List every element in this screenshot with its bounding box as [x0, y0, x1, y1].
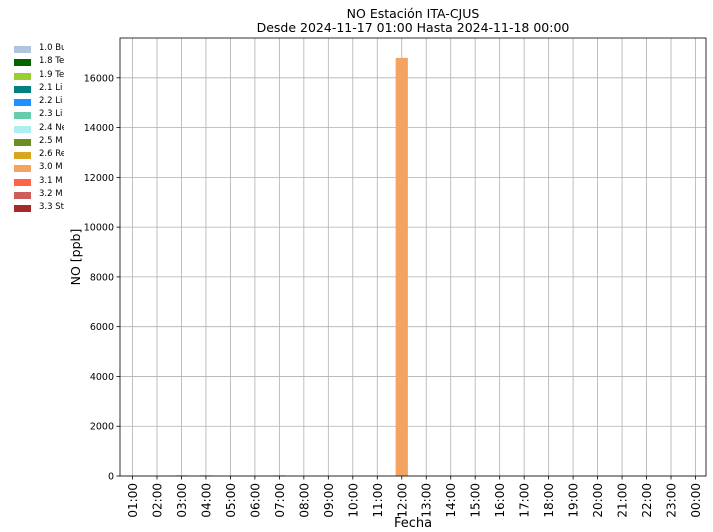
- chart-title-line1: NO Estación ITA-CJUS: [347, 6, 480, 21]
- x-tick-label: 06:00: [248, 483, 262, 518]
- legend-label: 2.6 Re: [39, 149, 64, 159]
- legend-swatch: [14, 112, 31, 120]
- y-tick-label: 2000: [90, 422, 114, 433]
- x-tick-label: 10:00: [346, 483, 360, 518]
- legend-swatch: [14, 72, 31, 80]
- legend-swatch: [14, 191, 31, 199]
- x-tick-label: 09:00: [322, 483, 336, 518]
- legend-label: 3.3 St: [39, 202, 64, 212]
- legend-swatch: [14, 125, 31, 133]
- y-axis-label: NO [ppb]: [68, 229, 83, 286]
- legend-label: 2.5 M: [39, 135, 63, 146]
- x-tick-label: 20:00: [591, 483, 605, 518]
- x-axis-ticks: 01:00 02:00 03:00 04:00 05:00 06:00 07:00 08:00…: [126, 476, 703, 518]
- x-tick-label: 23:00: [665, 483, 679, 518]
- grid: [120, 38, 706, 477]
- y-tick-label: 10000: [84, 223, 114, 234]
- legend-swatch: [14, 85, 31, 93]
- legend-swatch: [14, 59, 31, 67]
- y-tick-label: 4000: [90, 372, 114, 383]
- legend-label: 1.0 Bu: [39, 43, 64, 53]
- legend-label: 1.8 Te: [39, 56, 64, 67]
- y-tick-label: 6000: [90, 322, 114, 333]
- bar-1200: [395, 57, 408, 477]
- x-tick-label: 13:00: [420, 483, 434, 518]
- x-tick-label: 07:00: [273, 483, 287, 518]
- legend-label: 3.0 M: [39, 162, 63, 173]
- plot-area-frame: [119, 37, 707, 477]
- x-axis-label: Fecha: [394, 516, 432, 531]
- legend-label: 3.1 M: [39, 175, 63, 186]
- x-tick-label: 16:00: [493, 483, 507, 518]
- y-tick-label: 16000: [84, 73, 114, 84]
- x-tick-label: 19:00: [567, 483, 581, 518]
- x-tick-label: 14:00: [444, 483, 458, 518]
- legend-swatch: [14, 152, 31, 159]
- y-axis-ticks: 0 2000 4000 6000 8000 10000 12000 14000 16000: [84, 73, 120, 483]
- x-tick-label: 12:00: [395, 483, 409, 518]
- x-tick-label: 15:00: [469, 483, 483, 518]
- y-tick-label: 0: [108, 472, 114, 483]
- y-tick-label: 8000: [90, 272, 114, 283]
- x-tick-label: 11:00: [371, 483, 385, 518]
- legend-label: 2.2 Li: [39, 96, 63, 106]
- legend-label: 3.2 M: [39, 188, 63, 199]
- legend-label: 2.1 Li: [39, 82, 63, 93]
- legend: 1.0 Bu 1.8 Te 1.9 Te 2.1 Li 2.2 Li 2.3 Li 2.4 …: [10, 41, 64, 217]
- legend-swatch: [14, 165, 31, 173]
- x-tick-label: 03:00: [175, 483, 189, 518]
- x-tick-label: 00:00: [689, 483, 703, 518]
- chart-title-line2: Desde 2024-11-17 01:00 Hasta 2024-11-18 …: [257, 20, 570, 35]
- x-tick-label: 05:00: [224, 483, 238, 518]
- y-tick-label: 14000: [84, 123, 114, 134]
- x-tick-label: 02:00: [150, 483, 164, 518]
- x-tick-label: 18:00: [542, 483, 556, 518]
- x-tick-label: 22:00: [640, 483, 654, 518]
- legend-label: 2.4 Ne: [39, 122, 64, 133]
- legend-swatch: [14, 178, 31, 186]
- x-tick-label: 04:00: [199, 483, 213, 518]
- x-tick-label: 17:00: [518, 483, 532, 518]
- y-tick-label: 12000: [84, 173, 114, 184]
- legend-swatch: [14, 99, 31, 106]
- x-tick-label: 01:00: [126, 483, 140, 518]
- x-tick-label: 21:00: [616, 483, 630, 518]
- legend-swatch: [14, 46, 31, 53]
- legend-swatch: [14, 138, 31, 146]
- x-tick-label: 08:00: [297, 483, 311, 518]
- legend-label: 1.9 Te: [39, 69, 64, 80]
- legend-label: 2.3 Li: [39, 109, 63, 120]
- legend-swatch: [14, 205, 31, 212]
- bars: [175, 57, 408, 477]
